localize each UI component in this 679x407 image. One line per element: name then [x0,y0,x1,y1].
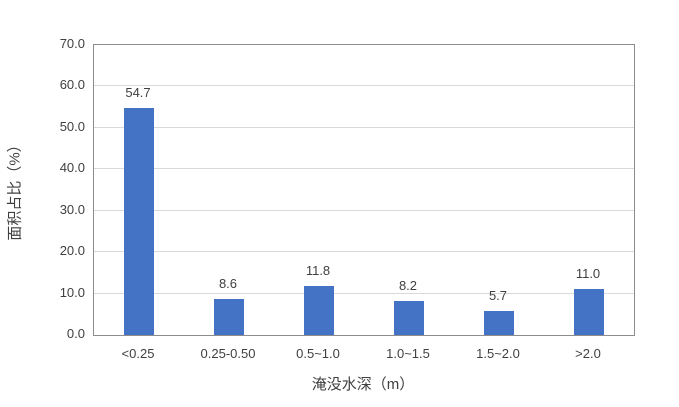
x-tick-label: 1.0~1.5 [386,346,430,361]
x-tick-label: 0.25-0.50 [200,346,256,361]
bar-value-label: 8.6 [218,276,238,292]
x-tick-label: 1.5~2.0 [476,346,520,361]
bar-value-label: 11.8 [305,263,331,279]
x-tick-label: 0.5~1.0 [296,346,340,361]
y-tick-label: 70.0 [59,36,85,51]
y-tick-label: 60.0 [59,77,85,93]
y-tick-label: 10.0 [59,284,85,300]
bar [394,301,424,335]
gridline [94,251,634,253]
y-tick-label: 20.0 [59,243,85,259]
x-axis-title: 淹没水深（m） [311,376,415,393]
y-axis-title: 面积占比（%） [6,137,24,241]
x-tick-label: >2.0 [575,346,601,361]
bar [214,299,244,335]
bar-value-label: 5.7 [488,288,508,304]
y-tick-label: 0.0 [66,326,85,341]
bar-value-label: 54.7 [125,85,151,101]
bar [484,311,514,335]
gridline [94,209,634,211]
bar [304,286,334,335]
gridline [94,168,634,170]
gridline [94,126,634,128]
x-tick-label: <0.25 [121,346,155,361]
plot-area [93,44,635,336]
bar-value-label: 11.0 [575,266,601,282]
gridline [94,85,634,87]
y-tick-label: 40.0 [59,160,85,176]
y-tick-label: 30.0 [59,201,85,217]
bar [124,108,154,335]
y-tick-label: 50.0 [59,118,85,134]
gridline [94,292,634,294]
bar-value-label: 8.2 [398,278,418,294]
bar [574,289,604,335]
